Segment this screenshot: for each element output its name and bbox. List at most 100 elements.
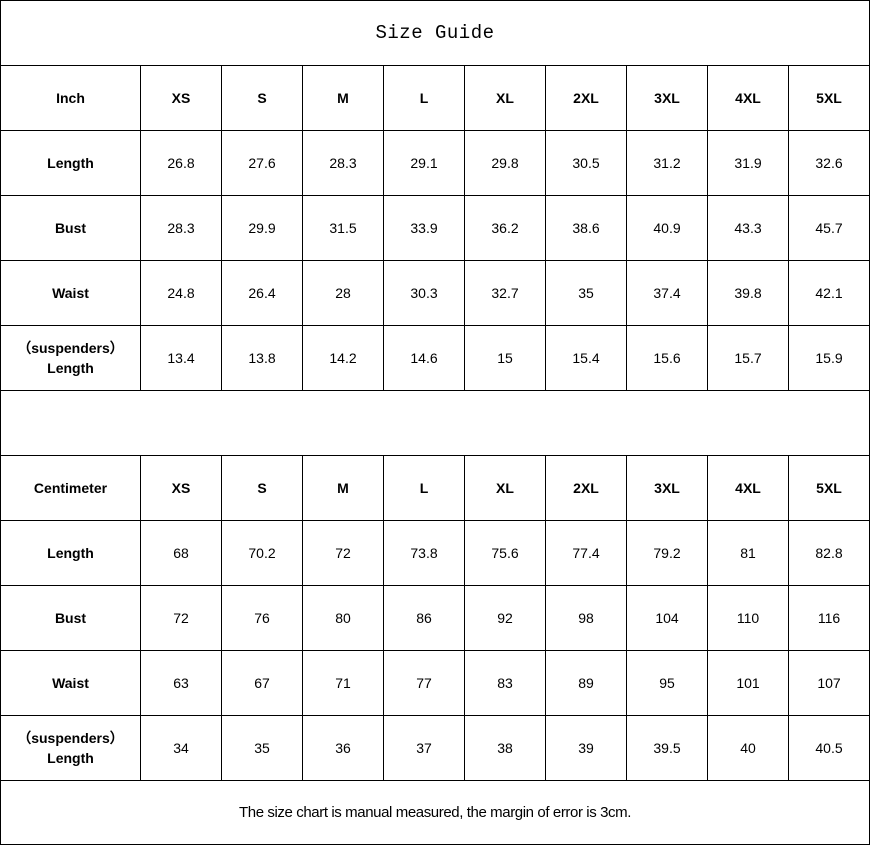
measurement-cell: 14.2 [302,325,384,391]
measurement-cell: 37 [383,715,465,781]
table-row: Bust 72 76 80 86 92 98 104 110 116 [0,585,870,651]
measurement-cell: 15.7 [707,325,789,391]
row-label-text: （suspenders） Length [17,730,124,766]
centimeter-size-table: Centimeter XS S M L XL 2XL 3XL 4XL 5XL Length 68 70.… [0,455,870,781]
measurement-cell: 32.6 [788,130,870,196]
measurement-cell: 36.2 [464,195,546,261]
measurement-cell: 30.5 [545,130,627,196]
measurement-cell: 77 [383,650,465,716]
measurement-cell: 29.1 [383,130,465,196]
measurement-cell: 98 [545,585,627,651]
size-header-4xl: 4XL [707,455,789,521]
measurement-cell: 30.3 [383,260,465,326]
measurement-cell: 40 [707,715,789,781]
size-header-3xl: 3XL [626,65,708,131]
measurement-cell: 72 [140,585,222,651]
measurement-cell: 89 [545,650,627,716]
measurement-cell: 13.8 [221,325,303,391]
table-row: （suspenders） Length 34 35 36 37 38 39 39.5 40 40.… [0,715,870,781]
measurement-cell: 77.4 [545,520,627,586]
table-spacer [0,390,870,455]
row-label-text: （suspenders） Length [17,340,124,376]
measurement-cell: 13.4 [140,325,222,391]
size-header-xs: XS [140,65,222,131]
size-header-2xl: 2XL [545,455,627,521]
size-header-xs: XS [140,455,222,521]
row-label: Length [0,130,141,196]
measurement-cell: 35 [221,715,303,781]
measurement-cell: 37.4 [626,260,708,326]
measurement-cell: 24.8 [140,260,222,326]
measurement-cell: 83 [464,650,546,716]
measurement-cell: 73.8 [383,520,465,586]
measurement-cell: 14.6 [383,325,465,391]
measurement-cell: 70.2 [221,520,303,586]
size-header-m: M [302,65,384,131]
measurement-cell: 39.8 [707,260,789,326]
header-row: Centimeter XS S M L XL 2XL 3XL 4XL 5XL [0,455,870,521]
size-header-xl: XL [464,455,546,521]
size-header-3xl: 3XL [626,455,708,521]
measurement-cell: 15.9 [788,325,870,391]
measurement-cell: 72 [302,520,384,586]
measurement-cell: 86 [383,585,465,651]
measurement-cell: 39 [545,715,627,781]
table-row: Length 68 70.2 72 73.8 75.6 77.4 79.2 81 82.8 [0,520,870,586]
measurement-cell: 42.1 [788,260,870,326]
measurement-cell: 68 [140,520,222,586]
measurement-cell: 40.9 [626,195,708,261]
measurement-cell: 67 [221,650,303,716]
row-label: Waist [0,650,141,716]
size-header-m: M [302,455,384,521]
measurement-cell: 31.9 [707,130,789,196]
measurement-cell: 104 [626,585,708,651]
header-row: Inch XS S M L XL 2XL 3XL 4XL 5XL [0,65,870,131]
size-header-s: S [221,455,303,521]
measurement-cell: 15.6 [626,325,708,391]
size-header-5xl: 5XL [788,455,870,521]
measurement-cell: 29.9 [221,195,303,261]
measurement-cell: 76 [221,585,303,651]
size-header-l: L [383,455,465,521]
measurement-cell: 15 [464,325,546,391]
measurement-cell: 63 [140,650,222,716]
size-header-2xl: 2XL [545,65,627,131]
measurement-cell: 110 [707,585,789,651]
measurement-cell: 75.6 [464,520,546,586]
table-row: Length 26.8 27.6 28.3 29.1 29.8 30.5 31.2 31.9 32… [0,130,870,196]
measurement-cell: 40.5 [788,715,870,781]
measurement-cell: 28.3 [302,130,384,196]
unit-header: Centimeter [0,455,141,521]
measurement-cell: 80 [302,585,384,651]
unit-header: Inch [0,65,141,131]
table-row: Waist 24.8 26.4 28 30.3 32.7 35 37.4 39.8 42.1 [0,260,870,326]
measurement-cell: 39.5 [626,715,708,781]
row-label: （suspenders） Length [0,325,141,391]
measurement-cell: 27.6 [221,130,303,196]
size-header-xl: XL [464,65,546,131]
measurement-cell: 31.5 [302,195,384,261]
measurement-cell: 81 [707,520,789,586]
row-label: （suspenders） Length [0,715,141,781]
measurement-cell: 82.8 [788,520,870,586]
table-row: Bust 28.3 29.9 31.5 33.9 36.2 38.6 40.9 43.3 45.7 [0,195,870,261]
page-title: Size Guide [0,0,870,65]
row-label: Length [0,520,141,586]
measurement-cell: 79.2 [626,520,708,586]
measurement-cell: 15.4 [545,325,627,391]
measurement-cell: 43.3 [707,195,789,261]
footer-note: The size chart is manual measured, the m… [0,780,870,845]
measurement-cell: 31.2 [626,130,708,196]
size-header-5xl: 5XL [788,65,870,131]
size-header-l: L [383,65,465,131]
measurement-cell: 32.7 [464,260,546,326]
measurement-cell: 71 [302,650,384,716]
measurement-cell: 28 [302,260,384,326]
inch-size-table: Inch XS S M L XL 2XL 3XL 4XL 5XL Length 26.8 27.6 28.… [0,65,870,391]
measurement-cell: 107 [788,650,870,716]
measurement-cell: 34 [140,715,222,781]
measurement-cell: 33.9 [383,195,465,261]
table-row: Waist 63 67 71 77 83 89 95 101 107 [0,650,870,716]
size-header-s: S [221,65,303,131]
measurement-cell: 92 [464,585,546,651]
